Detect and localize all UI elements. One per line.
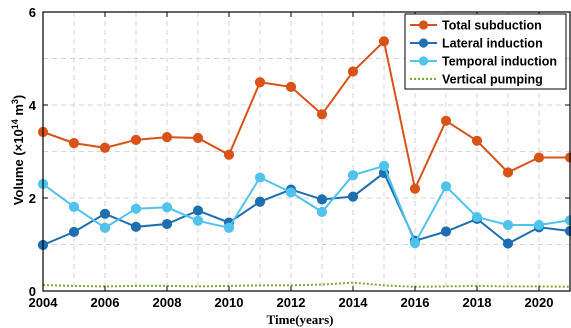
data-point-lateral-induction [68,226,80,238]
data-point-total-subduction [161,131,173,143]
x-tick-label: 2014 [339,295,369,310]
data-point-total-subduction [254,77,266,88]
data-point-total-subduction [409,183,421,194]
data-point-lateral-induction [192,205,204,216]
data-point-lateral-induction [440,226,452,237]
data-point-temporal-induction [440,181,452,192]
y-tick-label: 4 [29,98,37,113]
data-point-temporal-induction [223,222,235,233]
data-point-total-subduction [471,135,483,146]
x-tick-label: 2006 [91,295,120,310]
series-layer [37,36,571,288]
data-point-total-subduction [223,149,235,160]
y-tick-label: 2 [29,191,36,206]
data-point-total-subduction [440,115,452,126]
tick-labels: 2004 2006 2008 2010 2012 2014 2016 2018 2020 0 2 4 6 [29,5,554,310]
x-tick-label: 2020 [525,295,554,310]
data-point-temporal-induction [130,203,142,214]
legend-box [404,13,567,90]
x-tick-label: 2012 [277,295,306,310]
data-point-temporal-induction [316,206,328,218]
data-point-total-subduction [378,36,390,47]
data-point-total-subduction [316,109,328,120]
data-point-temporal-induction [68,201,80,212]
legend-marker-temporal-induction [418,56,429,66]
data-point-total-subduction [68,138,80,149]
legend-label-total-subduction: Total subduction [442,19,542,33]
series-line-temporal-induction [42,164,571,246]
data-point-total-subduction [130,134,142,145]
legend-label-lateral-induction: Lateral induction [442,37,543,51]
data-point-temporal-induction [471,211,483,223]
x-tick-label: 2008 [153,295,182,310]
data-point-total-subduction [347,66,359,77]
data-point-total-subduction [533,152,545,163]
y-tick-label: 6 [29,5,36,20]
data-point-lateral-induction [316,194,328,205]
data-point-lateral-induction [347,191,359,202]
legend-marker-lateral-induction [418,38,429,48]
data-point-lateral-induction [254,196,266,207]
data-point-lateral-induction [99,208,111,219]
data-point-temporal-induction [99,222,111,233]
data-point-temporal-induction [378,160,390,172]
legend-marker-total-subduction [418,20,429,30]
data-point-temporal-induction [347,170,359,181]
legend-label-vertical-pumping: Vertical pumping [442,73,543,87]
y-tick-label: 0 [29,284,36,299]
x-tick-label: 2016 [401,295,430,310]
data-point-lateral-induction [161,218,173,230]
data-point-temporal-induction [254,172,266,183]
series-line-total-subduction [42,39,570,192]
data-point-temporal-induction [533,219,545,231]
legend-label-temporal-induction: Temporal induction [442,55,557,69]
data-point-lateral-induction [130,221,142,232]
data-point-temporal-induction [502,219,514,231]
data-point-total-subduction [502,167,514,178]
data-point-temporal-induction [161,202,173,213]
data-point-total-subduction [99,142,111,153]
data-point-total-subduction [192,132,204,144]
y-axis-label: Volume (×1014 m3) [10,95,26,206]
x-axis-label: Time(years) [267,312,334,327]
data-point-temporal-induction [285,187,297,198]
data-point-temporal-induction [192,215,204,226]
series-line-lateral-induction [42,171,571,246]
plot-frame [42,11,571,292]
x-tick-label: 2004 [29,295,59,310]
legend: Total subduction Lateral induction Tempora… [404,13,567,90]
x-tick-label: 2010 [215,295,244,310]
data-point-lateral-induction [502,238,514,249]
x-tick-label: 2018 [463,295,492,310]
series-line-vertical-pumping [42,281,571,288]
axes [42,11,571,292]
data-point-total-subduction [285,81,297,92]
data-point-temporal-induction [409,238,421,249]
